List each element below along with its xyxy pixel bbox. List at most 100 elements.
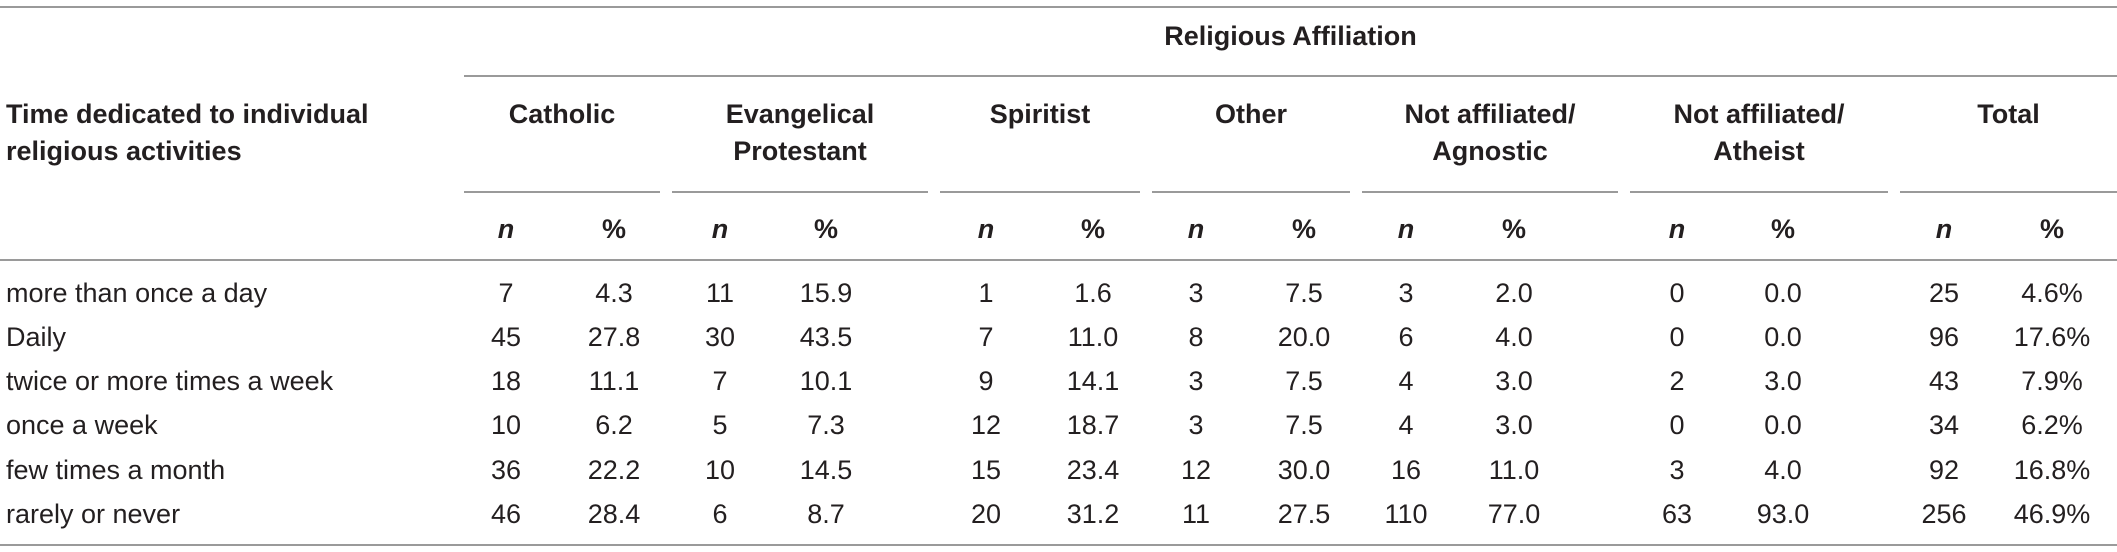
table-header-rule [0,259,2117,261]
spanning-header-rule [464,75,2117,77]
cell-percent: 4.6% [2021,278,2083,308]
cell-n: 10 [704,455,736,485]
cell-percent: 8.7 [807,499,845,529]
cell-n: 11 [1181,499,1211,529]
group-header: Not affiliated/Agnostic [1362,96,1618,170]
cell-percent: 17.6% [2013,322,2091,352]
subheader-percent: % [2039,214,2064,244]
group-header: Catholic [464,96,660,133]
group-header-rule [1152,191,1350,193]
subheader-n: n [1187,214,1205,244]
cell-percent: 77.0 [1487,499,1541,529]
cell-percent: 28.4 [587,499,641,529]
cell-percent: 0.0 [1764,322,1802,352]
cell-percent: 7.3 [807,410,845,440]
cell-percent: 93.0 [1756,499,1810,529]
cell-percent: 43.5 [799,322,853,352]
cell-percent: 3.0 [1764,366,1802,396]
cell-n: 92 [1928,455,1960,485]
cell-n: 8 [1188,322,1204,352]
subheader-n: n [1668,214,1686,244]
cell-percent: 7.5 [1285,278,1323,308]
row-label: few times a month [6,455,226,485]
group-header-line: Catholic [508,99,616,129]
cell-percent: 11.0 [1067,322,1119,352]
cell-percent: 23.4 [1066,455,1120,485]
cell-percent: 7.9% [2021,366,2083,396]
cell-n: 1 [978,278,994,308]
group-header-line: Other [1214,99,1287,129]
cell-n: 3 [1398,278,1414,308]
table-bottom-rule [0,544,2117,546]
cell-n: 15 [970,455,1002,485]
subheader-percent: % [813,214,838,244]
cell-n: 45 [490,322,522,352]
cell-n: 12 [970,410,1002,440]
subheader-n: n [497,214,515,244]
cell-n: 6 [712,499,728,529]
cell-n: 63 [1661,499,1693,529]
subheader-percent: % [1080,214,1105,244]
subheader-percent: % [601,214,626,244]
cell-n: 9 [978,366,994,396]
cell-n: 3 [1669,455,1685,485]
group-header-line: Not affiliated/ [1673,99,1845,129]
cell-n: 6 [1398,322,1414,352]
cell-percent: 31.2 [1066,499,1120,529]
row-header: Time dedicated to individual religious a… [6,99,369,166]
subheader-percent: % [1770,214,1795,244]
cell-n: 46 [490,499,522,529]
cell-n: 16 [1390,455,1422,485]
group-header-line: Protestant [733,136,867,166]
group-header-line: Not affiliated/ [1404,99,1576,129]
cell-percent: 30.0 [1277,455,1331,485]
cell-percent: 14.5 [799,455,853,485]
cell-n: 36 [490,455,522,485]
cell-percent: 27.8 [587,322,641,352]
cell-n: 4 [1398,366,1414,396]
cell-percent: 11.0 [1488,455,1540,485]
cell-percent: 3.0 [1495,366,1533,396]
cell-n: 0 [1669,410,1685,440]
cell-n: 256 [1921,499,1967,529]
cell-percent: 22.2 [587,455,641,485]
group-header-rule [940,191,1140,193]
cell-n: 110 [1384,499,1428,529]
row-label: rarely or never [6,499,181,529]
cell-percent: 18.7 [1066,410,1120,440]
cell-percent: 10.1 [799,366,853,396]
group-header-rule [1900,191,2117,193]
group-header-line: Atheist [1713,136,1805,166]
group-header: Total [1900,96,2117,133]
cell-percent: 15.9 [799,278,853,308]
group-header: Spiritist [940,96,1140,133]
group-header-line: Spiritist [989,99,1091,129]
cell-n: 20 [970,499,1002,529]
cell-percent: 1.6 [1074,278,1112,308]
cell-n: 10 [490,410,522,440]
cell-percent: 0.0 [1764,278,1802,308]
cell-percent: 6.2 [595,410,633,440]
group-header-line: Evangelical [725,99,875,129]
cell-n: 11 [705,278,735,308]
subheader-percent: % [1291,214,1316,244]
cell-percent: 11.1 [588,366,640,396]
cell-percent: 7.5 [1285,366,1323,396]
group-header-line: Total [1977,99,2040,129]
subheader-percent: % [1501,214,1526,244]
cell-n: 3 [1188,410,1204,440]
group-header: Not affiliated/Atheist [1630,96,1888,170]
subheader-n: n [1397,214,1415,244]
spanning-header: Religious Affiliation [1164,21,1417,51]
subheader-n: n [1935,214,1953,244]
subheader-n: n [711,214,729,244]
cell-percent: 14.1 [1066,366,1120,396]
cell-n: 30 [704,322,736,352]
row-label: more than once a day [6,278,268,308]
cell-n: 4 [1398,410,1414,440]
cell-percent: 27.5 [1277,499,1331,529]
group-header: Other [1152,96,1350,133]
cell-percent: 46.9% [2013,499,2091,529]
cell-n: 5 [712,410,728,440]
